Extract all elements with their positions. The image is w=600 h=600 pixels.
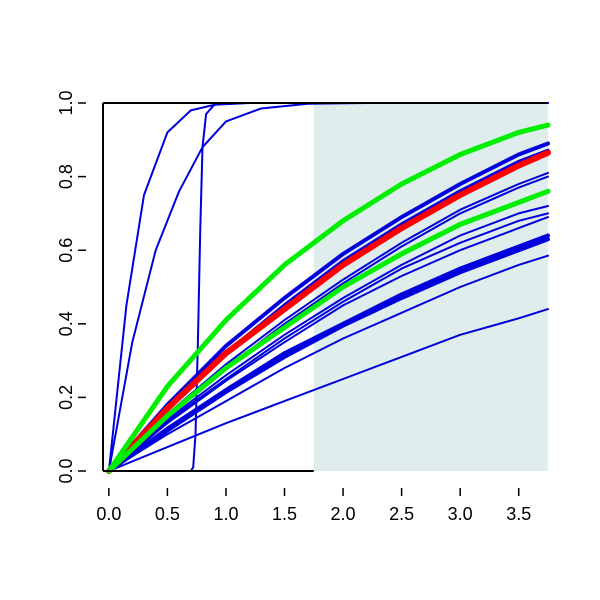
series-layer xyxy=(105,102,551,474)
series-line-15 xyxy=(105,149,551,474)
x-tick-label-3: 1.5 xyxy=(272,504,297,524)
series-line-16 xyxy=(106,122,551,474)
series-line-14 xyxy=(107,308,549,472)
x-tick-label-2: 1.0 xyxy=(213,504,238,524)
series-line-12 xyxy=(106,237,550,473)
y-tick-label-5: 1.0 xyxy=(56,90,76,115)
y-tick-label-3: 0.6 xyxy=(56,238,76,263)
series-line-5 xyxy=(106,141,550,473)
axis-layer xyxy=(102,102,548,472)
series-line-9 xyxy=(107,212,549,472)
tick-layer: 0.0 0.5 1.0 1.5 2.0 2.5 3.0 3.5 0.0 0.2 0.4 0.6 0.8 1… xyxy=(56,90,531,524)
x-tick-label-4: 2.0 xyxy=(331,504,356,524)
x-tick-label-1: 0.5 xyxy=(155,504,180,524)
series-line-17 xyxy=(106,188,551,474)
series-line-8 xyxy=(107,205,549,472)
x-tick-label-6: 3.0 xyxy=(448,504,473,524)
y-tick-label-4: 0.8 xyxy=(56,164,76,189)
x-tick-label-5: 2.5 xyxy=(389,504,414,524)
y-tick-label-2: 0.4 xyxy=(56,311,76,336)
y-tick-label-1: 0.2 xyxy=(56,385,76,410)
x-tick-label-7: 3.5 xyxy=(506,504,531,524)
series-line-13 xyxy=(107,254,549,472)
y-tick-label-0: 0.0 xyxy=(56,458,76,483)
x-tick-label-0: 0.0 xyxy=(96,504,121,524)
series-line-10 xyxy=(107,216,549,472)
